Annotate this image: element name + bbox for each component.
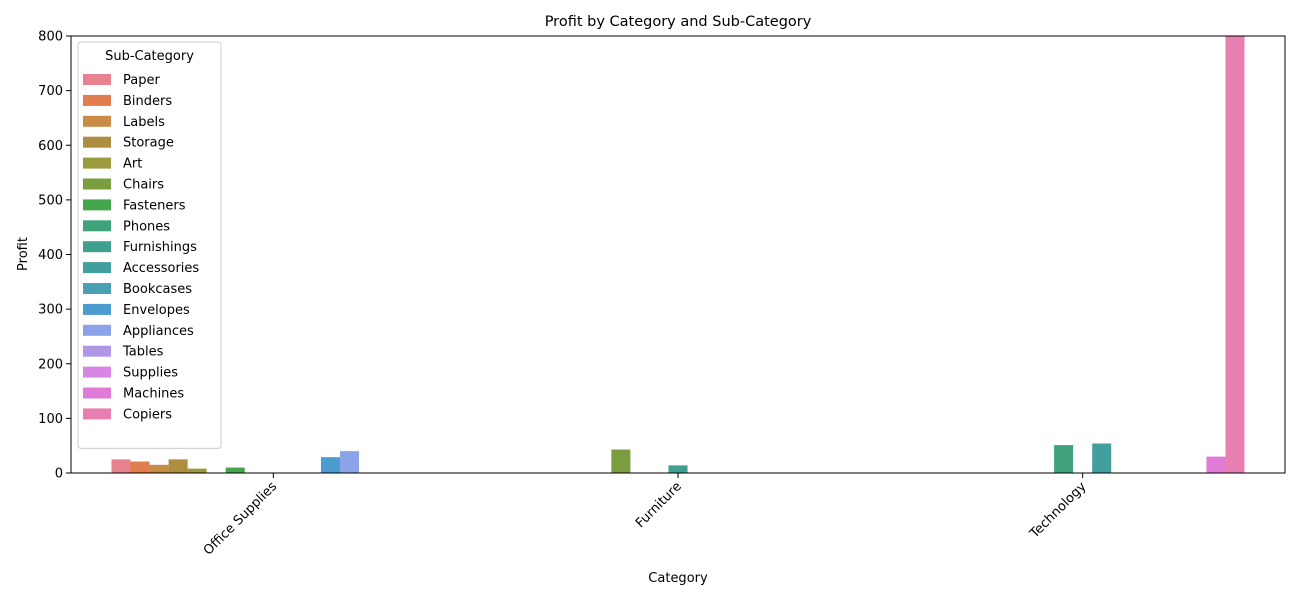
bar-envelopes — [320, 457, 340, 473]
legend-label: Envelopes — [123, 303, 190, 318]
legend-swatch — [83, 157, 111, 169]
bar-art — [187, 468, 207, 473]
legend-swatch — [83, 241, 111, 253]
y-tick-label: 0 — [55, 467, 63, 482]
legend-swatch — [83, 115, 111, 127]
legend-swatch — [83, 387, 111, 399]
plot-frame — [70, 35, 1286, 474]
y-tick-label: 300 — [38, 303, 63, 318]
legend-swatch — [83, 283, 111, 294]
bar-labels — [149, 464, 169, 473]
chart-title: Profit by Category and Sub-Category — [545, 14, 812, 30]
legend-label: Appliances — [123, 324, 194, 339]
y-tick-label: 500 — [38, 193, 63, 208]
legend-label: Labels — [123, 115, 165, 130]
bar-chairs — [611, 449, 631, 473]
y-tick-label: 400 — [38, 248, 63, 263]
bar-appliances — [339, 451, 360, 473]
legend-swatch — [83, 303, 111, 315]
legend-label: Furnishings — [123, 240, 197, 255]
legend-swatch — [83, 94, 111, 106]
bar-paper — [111, 459, 131, 473]
legend-swatch — [83, 74, 111, 85]
bar-accessories — [1092, 443, 1112, 473]
bar-storage — [168, 459, 188, 473]
y-tick-label: 100 — [38, 412, 63, 427]
y-axis-title: Profit — [16, 237, 31, 271]
bar-machines — [1206, 456, 1226, 473]
legend-swatch — [83, 262, 111, 274]
legend-swatch — [83, 220, 111, 232]
legend-label: Supplies — [123, 366, 178, 381]
x-tick-label: Furniture — [633, 479, 685, 531]
legend-label: Tables — [122, 345, 164, 360]
legend-swatch — [83, 324, 111, 336]
legend-swatch — [83, 136, 111, 148]
bar-copiers — [1225, 36, 1245, 473]
legend: Sub-Category Paper Binders Labels Storage Art… — [77, 41, 222, 449]
y-tick-label: 800 — [38, 30, 63, 45]
legend-swatch — [83, 366, 111, 378]
legend-box — [77, 41, 222, 449]
legend-label: Art — [123, 157, 142, 172]
legend-label: Accessories — [123, 261, 199, 276]
legend-label: Machines — [123, 387, 184, 402]
legend-label: Chairs — [123, 178, 164, 193]
bar-fasteners — [225, 467, 245, 473]
legend-label: Bookcases — [123, 282, 192, 297]
legend-label: Binders — [123, 94, 172, 109]
legend-title: Sub-Category — [105, 49, 194, 64]
bar-binders — [130, 461, 150, 473]
legend-label: Copiers — [123, 407, 172, 422]
x-tick-label: Technology — [1027, 479, 1090, 542]
y-tick-label: 600 — [38, 139, 63, 154]
legend-label: Paper — [123, 73, 160, 88]
legend-swatch — [83, 408, 111, 420]
bar-phones — [1054, 445, 1074, 473]
y-tick-label: 700 — [38, 84, 63, 99]
legend-label: Phones — [123, 219, 170, 234]
x-tick-label: Office Supplies — [201, 479, 280, 558]
legend-swatch — [83, 178, 111, 190]
x-axis-title: Category — [648, 571, 708, 586]
bar-furnishings — [668, 465, 688, 473]
legend-label: Fasteners — [123, 198, 186, 213]
legend-label: Storage — [123, 136, 174, 151]
legend-swatch — [83, 199, 111, 211]
y-tick-label: 200 — [38, 357, 63, 372]
legend-swatch — [83, 345, 111, 357]
